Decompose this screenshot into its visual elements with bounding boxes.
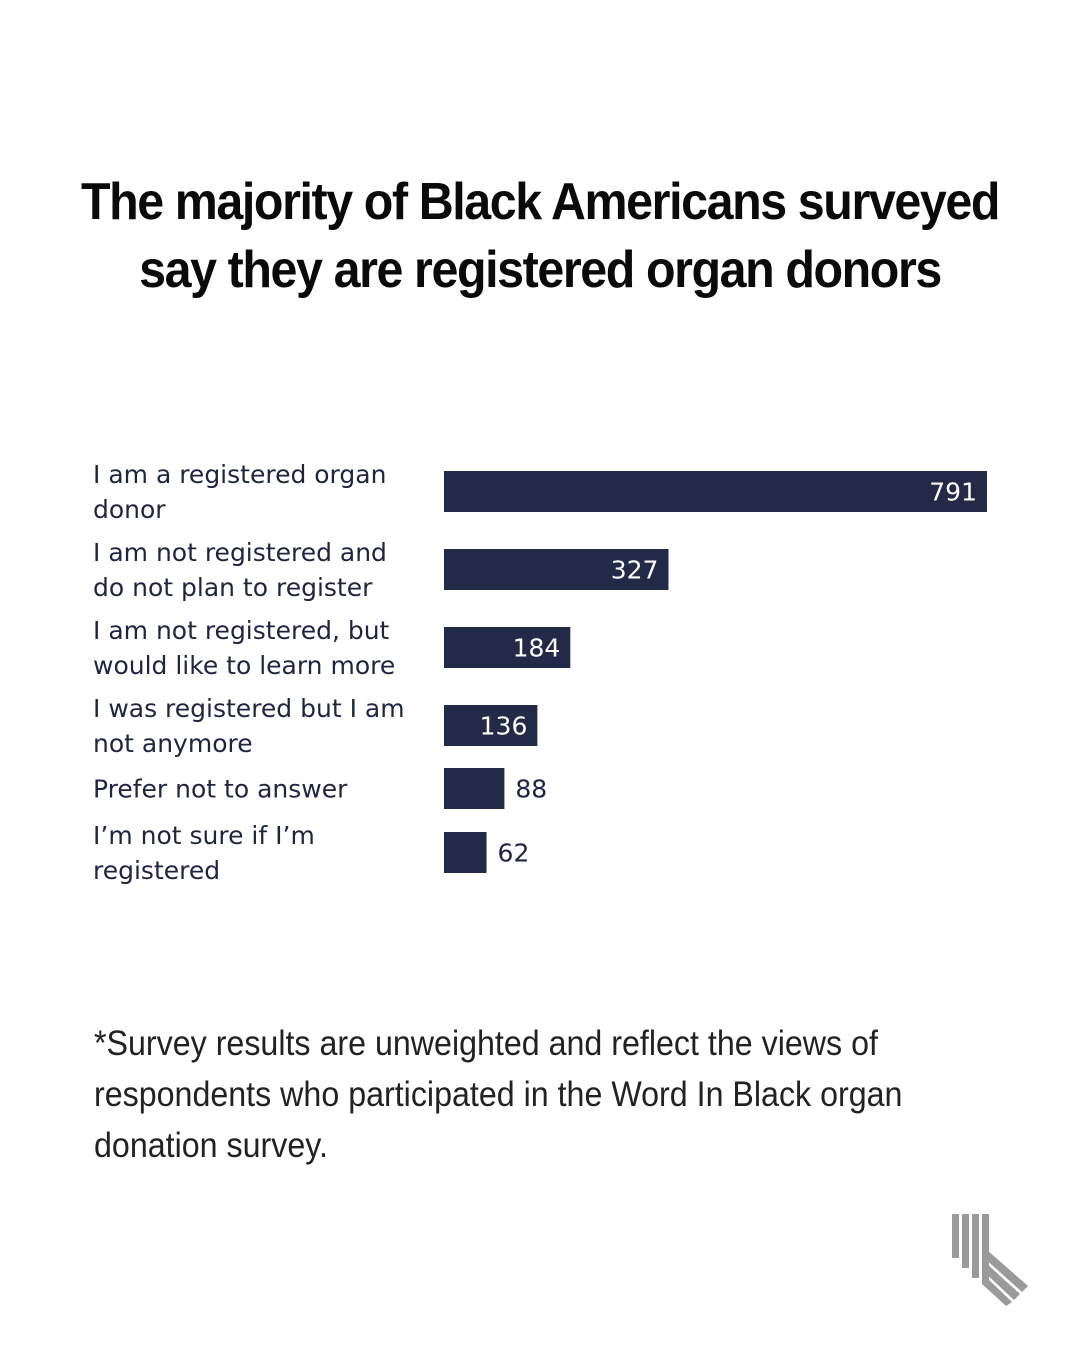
- word-in-black-logo-icon: [952, 1214, 1028, 1306]
- page-title: The majority of Black Americans surveyed…: [80, 173, 1000, 299]
- bar-2: [444, 627, 571, 668]
- category-label-line: I’m not sure if I’m: [93, 821, 315, 850]
- category-label-3: I was registered but I am not anymore: [93, 694, 405, 758]
- category-label-line: not anymore: [93, 729, 253, 758]
- category-label-line: I was registered but I am: [93, 694, 405, 723]
- category-label-0: I am a registered organ donor: [93, 460, 386, 524]
- value-label-2: 184: [513, 634, 561, 663]
- category-label-line: registered: [93, 856, 220, 885]
- category-label-2: I am not registered, but would like to le…: [93, 616, 395, 680]
- bar-4: [444, 768, 505, 809]
- bar-3: [444, 705, 538, 746]
- value-label-5: 62: [498, 839, 530, 868]
- value-label-3: 136: [480, 712, 528, 741]
- category-label-1: I am not registered and do not plan to re…: [93, 538, 387, 602]
- survey-footnote: *Survey results are unweighted and refle…: [94, 1024, 903, 1165]
- bar-0: [444, 471, 987, 512]
- value-label-0: 791: [929, 478, 977, 507]
- logo-mark: [952, 1214, 1028, 1306]
- category-label-line: I am not registered, but: [93, 616, 390, 645]
- value-label-1: 327: [611, 556, 659, 585]
- value-label-4: 88: [515, 775, 547, 804]
- category-label-line: I am a registered organ: [93, 460, 386, 489]
- category-label-line: would like to learn more: [93, 651, 395, 680]
- category-label-line: Prefer not to answer: [93, 775, 348, 804]
- category-label-line: do not plan to register: [93, 573, 373, 602]
- category-label-5: I’m not sure if I’m registered: [93, 821, 315, 885]
- bar-5: [444, 832, 487, 873]
- category-label-4: Prefer not to answer: [93, 775, 348, 804]
- category-label-line: donor: [93, 495, 166, 524]
- bar-1: [444, 549, 669, 590]
- bar-chart: I am a registered organ donor 791 I am not …: [93, 460, 987, 885]
- category-label-line: I am not registered and: [93, 538, 387, 567]
